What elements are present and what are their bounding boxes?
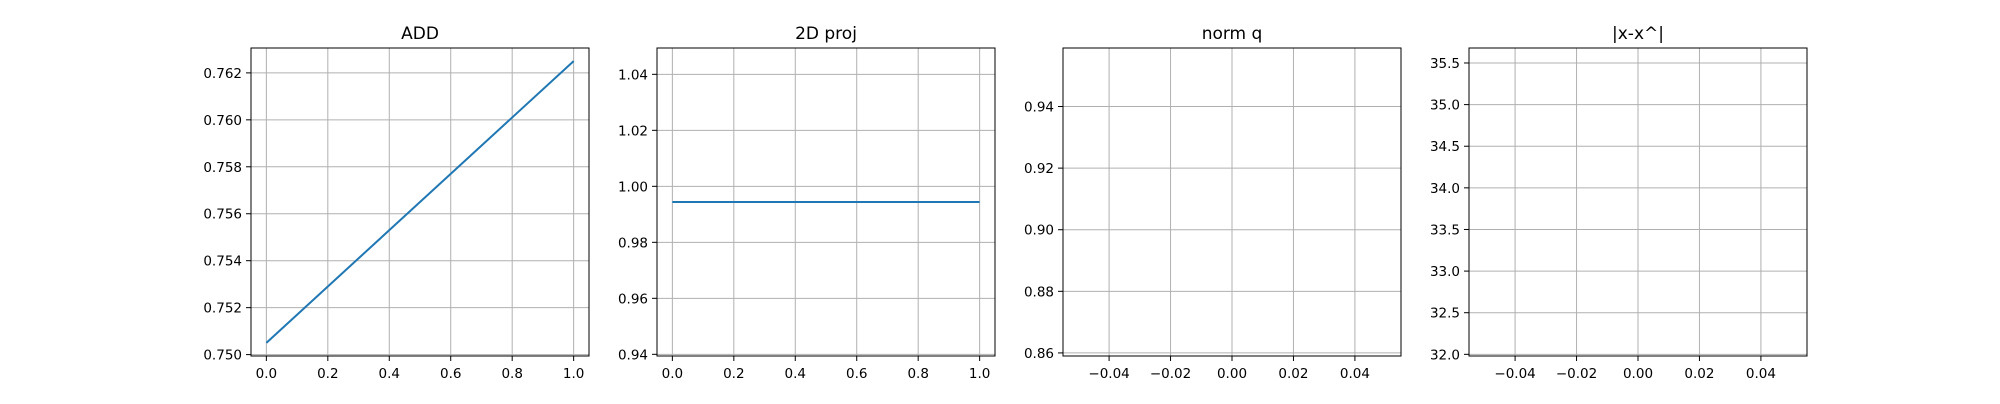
axes-frame — [656, 47, 996, 357]
chart-title: |x-x^| — [1612, 24, 1664, 44]
chart-panel-1: 0.0 0.2 0.4 0.6 0.8 1.0 0.750 0.752 0.754 0.756 0.… — [203, 24, 590, 382]
y-tick-label: 0.92 — [1024, 161, 1054, 177]
y-tick-label: 32.5 — [1430, 306, 1460, 322]
y-tick-label: 35.0 — [1430, 98, 1460, 114]
chart-panel-3: −0.04 −0.02 0.00 0.02 0.04 0.86 0.88 0.90 0.92 0.… — [1024, 24, 1402, 382]
x-tick-label: 0.0 — [256, 366, 277, 382]
chart-panel-4: −0.04 −0.02 0.00 0.02 0.04 32.0 32.5 33.0 33.5 34… — [1430, 24, 1808, 382]
chart-title: ADD — [401, 24, 439, 44]
y-tick-label: 33.5 — [1430, 222, 1460, 238]
x-tick-label: 0.4 — [379, 366, 400, 382]
x-tick-label: 0.4 — [785, 366, 806, 382]
y-tick-label: 32.0 — [1430, 347, 1460, 363]
x-tick-label: 0.2 — [317, 366, 338, 382]
axes-frame — [250, 47, 590, 357]
y-tick-label: 0.752 — [203, 301, 242, 317]
x-tick-label: 0.0 — [662, 366, 683, 382]
x-tick-label: 0.02 — [1278, 366, 1308, 382]
x-tick-label: 0.6 — [846, 366, 867, 382]
y-tick-label: 0.760 — [203, 113, 242, 129]
x-tick-label: 0.2 — [723, 366, 744, 382]
series-line — [265, 60, 575, 344]
x-tick-label: 0.8 — [501, 366, 522, 382]
y-tick-label: 0.94 — [618, 347, 648, 363]
x-tick-label: 0.6 — [440, 366, 461, 382]
x-tick-label: 0.00 — [1623, 366, 1653, 382]
y-tick-label: 0.94 — [1024, 100, 1054, 116]
y-tick-label: 0.88 — [1024, 284, 1054, 300]
y-tick-label: 0.96 — [618, 291, 648, 307]
x-tick-label: −0.04 — [1088, 366, 1129, 382]
x-tick-label: 0.00 — [1217, 366, 1247, 382]
y-tick-label: 1.02 — [618, 123, 648, 139]
y-tick-label: 0.762 — [203, 66, 242, 82]
x-tick-label: −0.04 — [1494, 366, 1535, 382]
y-tick-label: 0.90 — [1024, 223, 1054, 239]
y-tick-label: 33.0 — [1430, 264, 1460, 280]
x-tick-label: 0.02 — [1684, 366, 1714, 382]
y-tick-label: 0.98 — [618, 235, 648, 251]
x-tick-label: 1.0 — [563, 366, 584, 382]
x-tick-label: 1.0 — [969, 366, 990, 382]
y-tick-label: 0.750 — [203, 348, 242, 364]
y-tick-label: 1.04 — [618, 67, 648, 83]
y-tick-label: 35.5 — [1430, 56, 1460, 72]
chart-title: 2D proj — [795, 24, 857, 44]
x-tick-label: 0.04 — [1746, 366, 1776, 382]
x-tick-label: 0.04 — [1340, 366, 1370, 382]
x-tick-label: −0.02 — [1150, 366, 1191, 382]
y-tick-label: 0.754 — [203, 254, 242, 270]
y-tick-label: 34.0 — [1430, 181, 1460, 197]
y-tick-label: 1.00 — [618, 179, 648, 195]
chart-panel-2: 0.0 0.2 0.4 0.6 0.8 1.0 0.94 0.96 0.98 1.00 1.02 1.… — [618, 24, 996, 382]
y-tick-label: 0.756 — [203, 207, 242, 223]
x-tick-label: 0.8 — [907, 366, 928, 382]
x-tick-label: −0.02 — [1556, 366, 1597, 382]
chart-title: norm q — [1202, 24, 1263, 44]
y-tick-label: 34.5 — [1430, 139, 1460, 155]
y-tick-label: 0.86 — [1024, 346, 1054, 362]
y-tick-label: 0.758 — [203, 160, 242, 176]
